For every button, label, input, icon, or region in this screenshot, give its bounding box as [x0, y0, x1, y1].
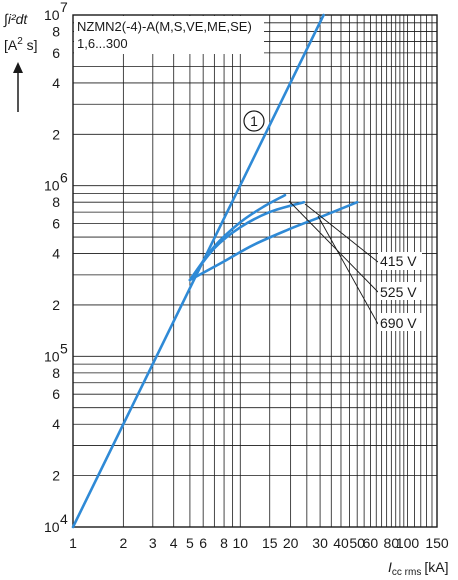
y-tick-label: 4 — [52, 416, 60, 432]
voltage-label-415: 415 V — [380, 253, 417, 269]
x-tick-label: 4 — [170, 535, 178, 551]
series-line-1 — [188, 200, 306, 282]
y-axis-unit: [A2 s] — [4, 36, 38, 53]
y-tick-exponent: 6 — [60, 170, 68, 186]
voltage-label-525: 525 V — [380, 284, 417, 300]
y-axis-label: ∫i²dt — [3, 11, 28, 28]
curve-1-marker-label: 1 — [250, 113, 258, 129]
y-tick-label: 6 — [52, 216, 60, 232]
x-axis-label: Icc rms [kA] — [388, 559, 448, 578]
x-tick-label: 40 — [333, 535, 349, 551]
x-tick-label: 5 — [186, 535, 194, 551]
y-tick-exponent: 7 — [60, 0, 68, 15]
leader-415 — [304, 203, 379, 263]
y-tick-label: 4 — [52, 75, 60, 91]
y-tick-label: 6 — [52, 386, 60, 402]
y-tick-label: 10 — [44, 178, 60, 194]
y-tick-label: 10 — [44, 519, 60, 535]
y-tick-label: 10 — [44, 348, 60, 364]
plot-frame — [72, 14, 438, 528]
chart-grid — [72, 14, 438, 528]
series-line-0 — [71, 13, 325, 529]
label-525-bg — [378, 282, 422, 300]
y-tick-exponent: 5 — [60, 340, 68, 356]
x-tick-label: 30 — [312, 535, 328, 551]
series-line-2 — [188, 193, 287, 282]
x-tick-label: 8 — [220, 535, 228, 551]
curve-1-marker — [243, 110, 265, 132]
y-tick-label: 4 — [52, 246, 60, 262]
x-tick-label: 150 — [425, 535, 449, 551]
chart-subtitle: 1,6...300 — [77, 36, 128, 51]
x-tick-label: 20 — [283, 535, 299, 551]
label-690-bg — [378, 313, 422, 331]
x-tick-label: 80 — [384, 535, 400, 551]
y-tick-label: 2 — [52, 468, 60, 484]
leader-525 — [288, 200, 379, 293]
x-tick-label: 50 — [349, 535, 365, 551]
x-tick-label: 15 — [262, 535, 278, 551]
series-line-3 — [188, 200, 359, 282]
y-axis-arrowhead — [13, 62, 23, 73]
y-tick-exponent: 4 — [60, 511, 68, 527]
x-tick-label: 10 — [232, 535, 248, 551]
y-tick-label: 8 — [52, 194, 60, 210]
leader-690 — [317, 215, 379, 325]
x-tick-label: 100 — [396, 535, 420, 551]
chart-title: NZMN2(-4)-A(M,S,VE,ME,SE) — [77, 19, 252, 34]
y-tick-label: 2 — [52, 126, 60, 142]
y-tick-label: 8 — [52, 365, 60, 381]
x-tick-label: 1 — [69, 535, 77, 551]
x-tick-label: 6 — [199, 535, 207, 551]
label-415-bg — [378, 252, 422, 270]
x-tick-label: 60 — [363, 535, 379, 551]
y-tick-label: 10 — [44, 7, 60, 23]
y-tick-label: 6 — [52, 45, 60, 61]
x-tick-label: 2 — [119, 535, 127, 551]
series-group — [71, 13, 359, 529]
voltage-label-690: 690 V — [380, 315, 417, 331]
y-tick-label: 2 — [52, 297, 60, 313]
title-box — [74, 16, 264, 54]
x-tick-label: 3 — [149, 535, 157, 551]
x-label-bg — [384, 554, 456, 578]
y-tick-label: 8 — [52, 24, 60, 40]
